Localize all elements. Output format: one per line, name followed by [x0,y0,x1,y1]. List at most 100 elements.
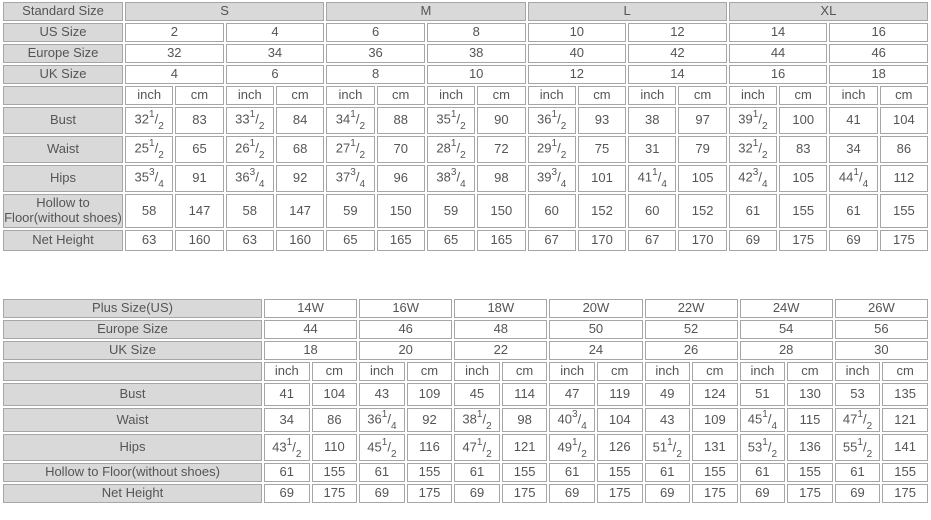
row-label: US Size [3,23,123,42]
unit-header-cm: cm [787,362,833,381]
measure-cm-cell: 116 [406,434,453,462]
measure-inch-cell: 59 [426,194,476,228]
measure-inch-cell: 451/4 [739,408,786,433]
unit-header-cm: cm [596,362,643,381]
measure-cm-cell: 101 [577,165,627,192]
measure-cm-cell: 175 [311,484,358,504]
measure-inch-cell: 69 [359,484,405,504]
measure-inch-cell: 251/2 [125,136,174,163]
measure-inch-cell: 51 [739,383,786,406]
measure-inch-cell: 67 [628,230,677,251]
measure-inch-cell: 491/2 [549,434,595,462]
measure-inch-cell: 441/4 [829,165,878,192]
size-group-header: L [527,2,727,21]
measure-inch-cell: 34 [829,136,878,163]
measure-cm-cell: 90 [477,107,526,134]
unit-header-inch: inch [225,86,274,105]
size-value-cell: 22W [644,299,738,318]
unit-header-cm: cm [175,86,224,105]
row-label: Hips [3,165,123,192]
unit-header-inch: inch [829,86,878,105]
unit-header-inch: inch [527,86,576,105]
measure-inch-cell: 471/2 [834,408,881,433]
measure-inch-cell: 341/2 [326,107,375,134]
measure-cm-cell: 155 [501,463,548,483]
measure-cm-cell: 141 [882,434,928,462]
measure-inch-cell: 69 [644,484,691,504]
measure-inch-cell: 69 [829,230,878,251]
measure-cm-cell: 175 [882,484,928,504]
measure-inch-cell: 31 [628,136,677,163]
measure-cm-cell: 121 [501,434,548,462]
measure-cm-cell: 98 [501,408,548,433]
measure-cm-cell: 104 [311,383,358,406]
size-value-cell: 54 [739,320,833,339]
measure-cm-cell: 152 [678,194,727,228]
size-value-cell: 24 [549,341,643,360]
measure-inch-cell: 34 [264,408,310,433]
size-value-cell: 18W [454,299,548,318]
measure-inch-cell: 61 [728,194,778,228]
measure-cm-cell: 105 [678,165,727,192]
measure-cm-cell: 135 [882,383,928,406]
measure-cm-cell: 160 [175,230,224,251]
measure-cm-cell: 68 [275,136,325,163]
measure-inch-cell: 363/4 [225,165,274,192]
row-label: UK Size [3,341,262,360]
measure-inch-cell: 47 [549,383,595,406]
size-value-cell: 18 [264,341,358,360]
row-label: Hollow to Floor(without shoes) [3,194,123,228]
unit-header-cm: cm [275,86,325,105]
measure-cm-cell: 86 [311,408,358,433]
size-value-cell: 32 [125,44,224,63]
row-label: Hips [3,434,262,462]
measure-cm-cell: 170 [678,230,727,251]
measure-inch-cell: 60 [628,194,677,228]
unit-header-inch: inch [454,362,500,381]
unit-header-inch: inch [264,362,310,381]
measure-cm-cell: 98 [477,165,526,192]
measure-inch-cell: 43 [359,383,405,406]
row-label: Bust [3,383,262,406]
size-value-cell: 20W [549,299,643,318]
measure-cm-cell: 93 [577,107,627,134]
measure-cm-cell: 97 [678,107,727,134]
measure-cm-cell: 96 [376,165,425,192]
size-value-cell: 40 [527,44,627,63]
measure-inch-cell: 43 [644,408,691,433]
measure-inch-cell: 59 [326,194,375,228]
measure-inch-cell: 58 [125,194,174,228]
unit-header-cm: cm [879,86,928,105]
measure-inch-cell: 411/4 [628,165,677,192]
size-value-cell: 14 [728,23,828,42]
measure-inch-cell: 531/2 [739,434,786,462]
unit-header-cm: cm [678,86,727,105]
size-value-cell: 34 [225,44,325,63]
size-value-cell: 30 [834,341,928,360]
measure-cm-cell: 115 [787,408,833,433]
size-value-cell: 50 [549,320,643,339]
unit-header-cm: cm [882,362,928,381]
measure-inch-cell: 69 [549,484,595,504]
measure-cm-cell: 170 [577,230,627,251]
measure-cm-cell: 84 [275,107,325,134]
row-label: Plus Size(US) [3,299,262,318]
row-label: UK Size [3,65,123,84]
size-value-cell: 4 [125,65,224,84]
measure-cm-cell: 100 [779,107,828,134]
unit-header-cm: cm [376,86,425,105]
unit-header-cm: cm [477,86,526,105]
row-label: Europe Size [3,320,262,339]
measure-inch-cell: 471/2 [454,434,500,462]
measure-cm-cell: 175 [779,230,828,251]
size-group-header: S [125,2,325,21]
measure-inch-cell: 361/2 [527,107,576,134]
size-value-cell: 46 [359,320,453,339]
measure-cm-cell: 165 [477,230,526,251]
measure-cm-cell: 86 [879,136,928,163]
measure-inch-cell: 361/4 [359,408,405,433]
measure-cm-cell: 104 [596,408,643,433]
size-value-cell: 14 [628,65,727,84]
measure-inch-cell: 38 [628,107,677,134]
row-label: Waist [3,408,262,433]
